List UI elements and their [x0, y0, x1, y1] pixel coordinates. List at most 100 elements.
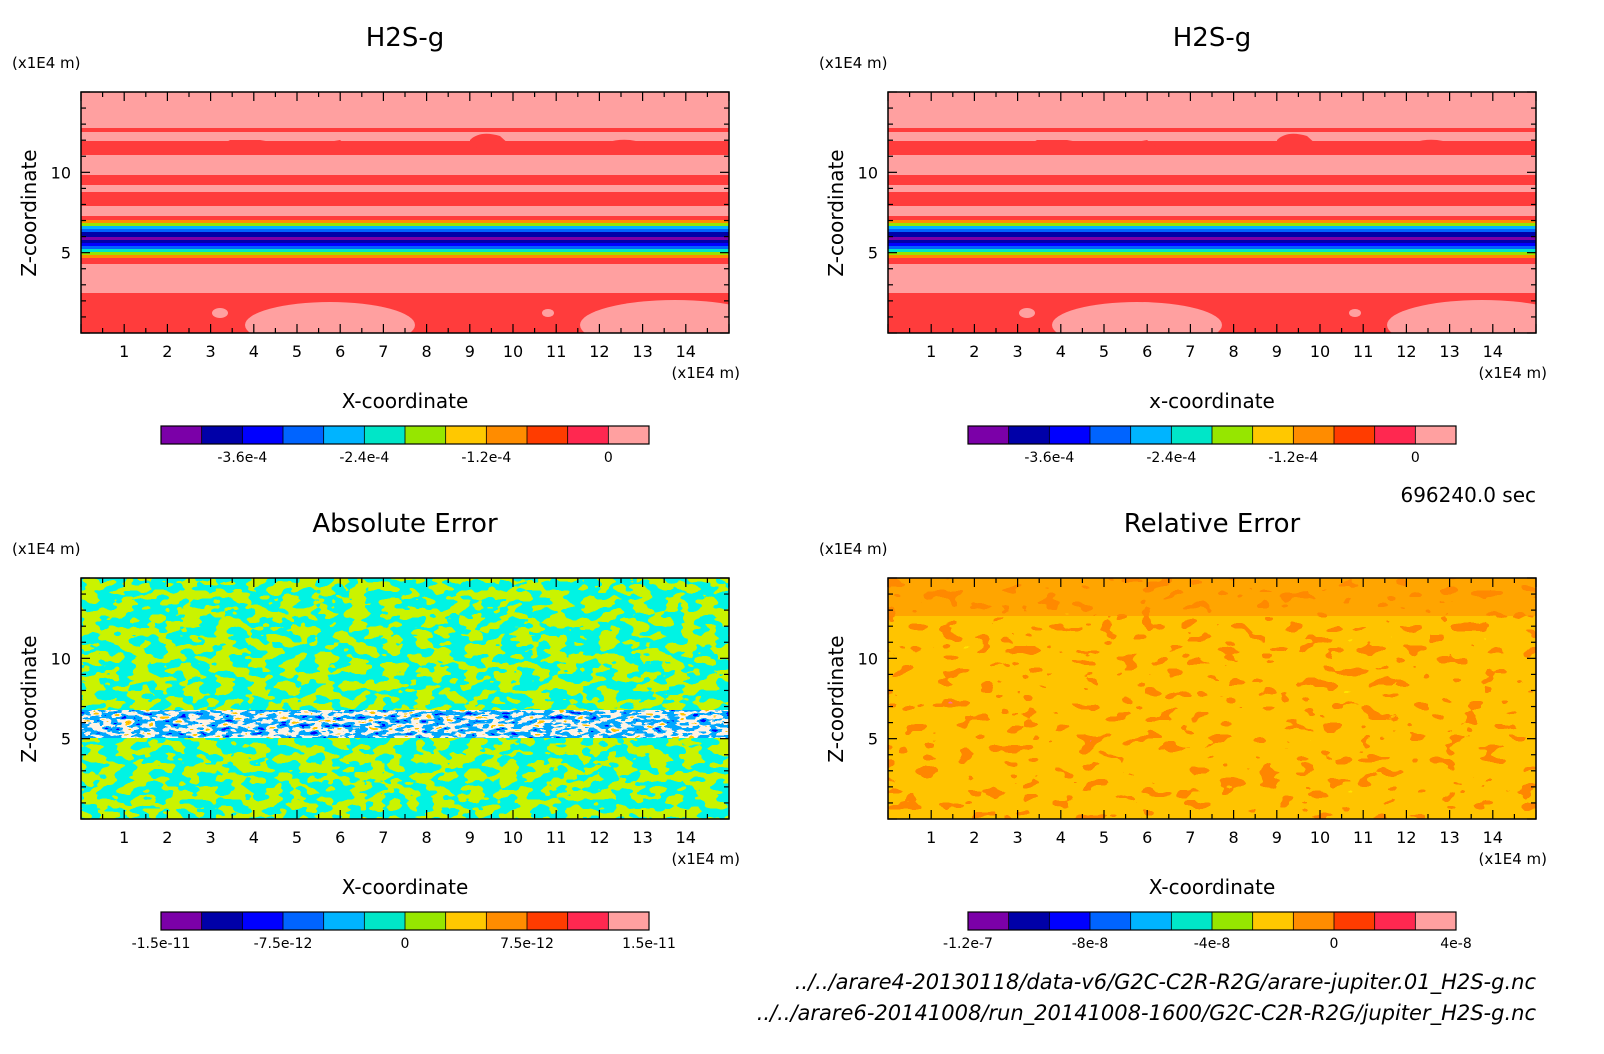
colorbar-tick-label: 0	[401, 936, 410, 952]
colorbar-swatch	[323, 426, 365, 444]
x-tick-label: 6	[1142, 828, 1152, 847]
x-tick-label: 14	[1483, 342, 1503, 361]
x-tick-label: 6	[335, 828, 345, 847]
colorbar: -3.6e-4 -2.4e-4 -1.2e-4 0	[160, 425, 650, 466]
x-tick-label: 10	[1310, 828, 1330, 847]
x-tick-label: 14	[676, 828, 696, 847]
heatmap-field	[81, 578, 729, 819]
x-tick-label: 5	[1099, 342, 1109, 361]
colorbar-swatch	[1171, 426, 1213, 444]
z-unit-label: (x1E4 m)	[12, 540, 81, 558]
x-tick-label: 1	[119, 342, 129, 361]
colorbar-tick-label: -1.2e-4	[1268, 450, 1318, 466]
x-tick-label: 4	[1056, 828, 1066, 847]
x-tick-label: 3	[1013, 342, 1023, 361]
colorbar-tick-label: -4e-8	[1194, 936, 1231, 952]
colorbar-tick-label: -1.5e-11	[132, 936, 191, 952]
colorbar-swatch	[1008, 426, 1050, 444]
x-tick-label: 8	[422, 342, 432, 361]
x-tick-label: 4	[249, 342, 259, 361]
x-tick-label: 13	[632, 342, 652, 361]
x-tick-label: 14	[676, 342, 696, 361]
colorbar-swatch	[1171, 912, 1213, 930]
x-tick-label: 2	[969, 828, 979, 847]
x-tick-label: 5	[292, 828, 302, 847]
x-tick-label: 2	[969, 342, 979, 361]
x-tick-label: 8	[422, 828, 432, 847]
heatmap-field	[888, 578, 1536, 819]
source-file-1: ../../arare4-20130118/data-v6/G2C-C2R-R2…	[795, 970, 1537, 995]
y-tick-label: 10	[858, 649, 878, 668]
colorbar-swatch	[405, 912, 447, 930]
heatmap-field	[81, 92, 729, 333]
x-tick-label: 5	[1099, 828, 1109, 847]
colorbar-swatch	[1090, 912, 1132, 930]
colorbar-swatch	[283, 426, 325, 444]
colorbar-swatch	[364, 912, 406, 930]
colorbar-swatch	[405, 426, 447, 444]
y-tick-label: 10	[51, 163, 71, 182]
x-tick-label: 7	[1185, 828, 1195, 847]
chart-panel-h2s-left: H2S-g (x1E4 m)	[12, 23, 740, 466]
colorbar-swatch	[1252, 912, 1294, 930]
x-unit-label: (x1E4 m)	[1478, 850, 1547, 868]
x-tick-label: 6	[335, 342, 345, 361]
chart-panel-absolute-error: Absolute Error (x1E4 m) 1 2 3 4 5 6 7 8 9 10 11 12 1…	[12, 509, 740, 952]
colorbar-tick-label: -3.6e-4	[217, 450, 267, 466]
colorbar-tick-label: -1.2e-4	[461, 450, 511, 466]
colorbar-swatch	[567, 912, 609, 930]
x-unit-label: (x1E4 m)	[671, 364, 740, 382]
x-unit-label: (x1E4 m)	[671, 850, 740, 868]
y-axis-label: Z-coordinate	[824, 635, 848, 762]
x-tick-label: 3	[1013, 828, 1023, 847]
x-unit-label: (x1E4 m)	[1478, 364, 1547, 382]
x-tick-label: 7	[378, 828, 388, 847]
colorbar-swatch	[161, 426, 203, 444]
x-tick-label: 13	[1439, 342, 1459, 361]
chart-title: Relative Error	[1124, 509, 1301, 539]
x-axis-label: X-coordinate	[342, 389, 469, 413]
x-tick-label: 4	[249, 828, 259, 847]
y-tick-label: 5	[868, 244, 878, 263]
x-tick-label: 5	[292, 342, 302, 361]
colorbar-swatch	[567, 426, 609, 444]
colorbar-swatch	[445, 912, 487, 930]
colorbar-swatch	[201, 912, 243, 930]
x-tick-label: 3	[206, 342, 216, 361]
colorbar-swatch	[1130, 426, 1172, 444]
colorbar-swatch	[242, 912, 284, 930]
colorbar: -1.5e-11 -7.5e-12 0 7.5e-12 1.5e-11	[132, 911, 676, 952]
x-tick-label: 2	[162, 828, 172, 847]
colorbar-swatch	[283, 912, 325, 930]
x-tick-label: 12	[1396, 828, 1416, 847]
colorbar-tick-label: 7.5e-12	[500, 936, 554, 952]
x-tick-label: 14	[1483, 828, 1503, 847]
colorbar-swatch	[1374, 912, 1416, 930]
colorbar-swatch	[1415, 912, 1457, 930]
y-tick-label: 10	[858, 163, 878, 182]
colorbar-tick-label: 0	[1330, 936, 1339, 952]
colorbar-swatch	[608, 426, 650, 444]
colorbar-swatch	[201, 426, 243, 444]
x-tick-label: 11	[1353, 828, 1373, 847]
x-tick-label: 11	[1353, 342, 1373, 361]
colorbar: -3.6e-4 -2.4e-4 -1.2e-4 0	[967, 425, 1457, 466]
x-tick-label: 12	[1396, 342, 1416, 361]
x-tick-label: 4	[1056, 342, 1066, 361]
x-axis-label: X-coordinate	[1149, 875, 1276, 899]
x-tick-label: 9	[465, 342, 475, 361]
z-unit-label: (x1E4 m)	[819, 540, 888, 558]
x-tick-label: 11	[546, 342, 566, 361]
x-tick-label: 9	[465, 828, 475, 847]
x-axis-label: X-coordinate	[342, 875, 469, 899]
colorbar-swatch	[1049, 912, 1091, 930]
x-tick-label: 12	[589, 342, 609, 361]
colorbar-swatch	[1415, 426, 1457, 444]
colorbar-swatch	[1090, 426, 1132, 444]
colorbar: -1.2e-7 -8e-8 -4e-8 0 4e-8	[943, 911, 1472, 952]
time-label: 696240.0 sec	[1400, 483, 1536, 507]
x-tick-label: 10	[503, 828, 523, 847]
chart-title: H2S-g	[366, 23, 444, 53]
y-axis-label: Z-coordinate	[17, 149, 41, 276]
